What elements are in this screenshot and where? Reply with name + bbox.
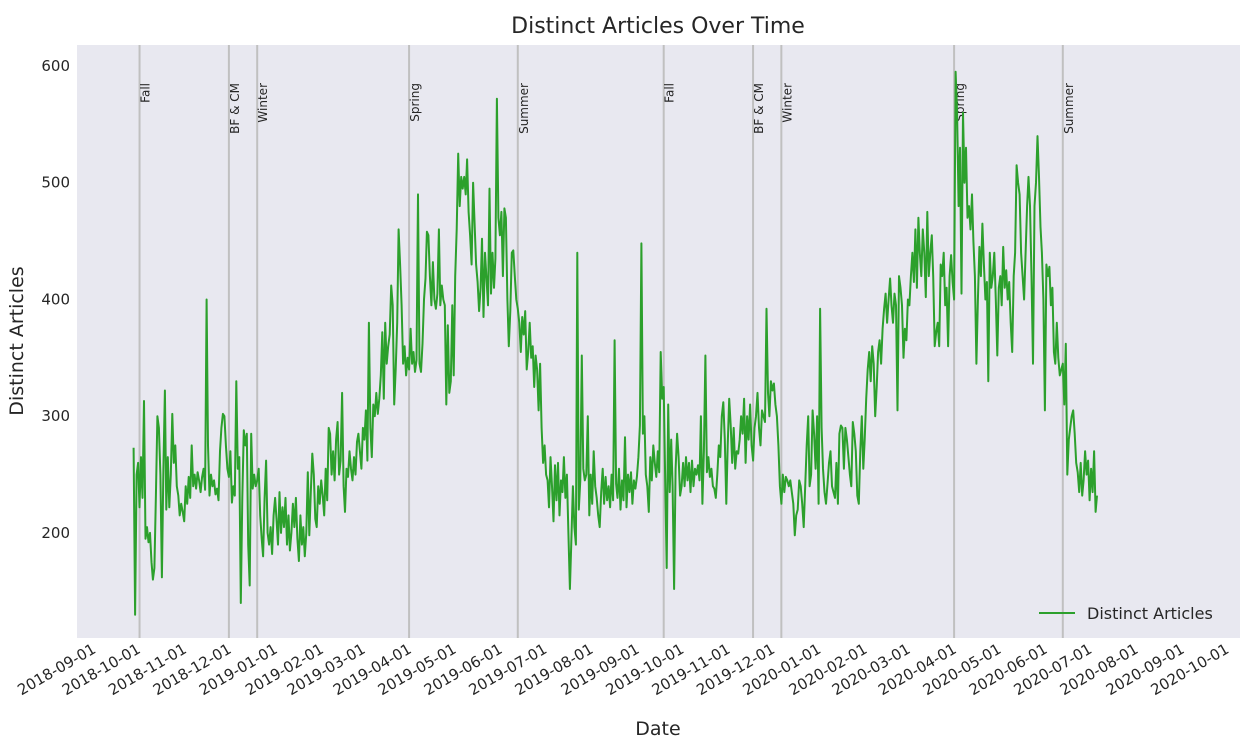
legend: Distinct Articles [1039, 604, 1213, 623]
event-markers: Fall BF & CM Winter Spring Summer Fall BF & CM… [138, 45, 1076, 638]
event-label: Summer [1062, 83, 1076, 134]
y-axis: 200 300 400 500 600 [41, 57, 70, 542]
event-label: Winter [780, 83, 794, 123]
event-label: BF & CM [752, 83, 766, 134]
y-tick-label: 300 [41, 407, 70, 425]
y-tick-label: 200 [41, 524, 70, 542]
chart-title: Distinct Articles Over Time [511, 14, 805, 39]
event-label: Fall [139, 83, 153, 103]
y-axis-label: Distinct Articles [6, 266, 28, 415]
series-layer [132, 70, 1098, 616]
event-label: Winter [256, 83, 270, 123]
event-label: Fall [663, 83, 677, 103]
event-label: Summer [517, 83, 531, 134]
legend-label: Distinct Articles [1087, 604, 1213, 623]
y-tick-label: 400 [41, 290, 70, 308]
series-line [132, 70, 1098, 616]
y-tick-label: 600 [41, 57, 70, 75]
y-tick-label: 500 [41, 174, 70, 192]
x-axis-label: Date [635, 718, 680, 740]
event-label: BF & CM [228, 83, 242, 134]
event-label: Spring [408, 83, 422, 122]
